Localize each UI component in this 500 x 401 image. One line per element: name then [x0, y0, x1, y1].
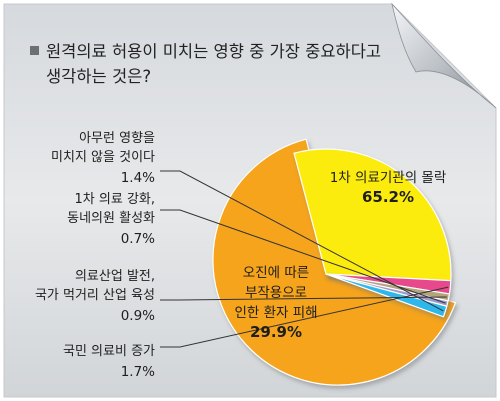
- slice-value-3: 1.7%: [121, 364, 155, 380]
- slice-label-3: 국민 의료비 증가: [63, 344, 155, 359]
- pie-slice-6: [325, 273, 448, 318]
- pie-slices: [212, 138, 457, 386]
- slice-label-5: 1차 의료 강화, 동네의원 활성화: [67, 192, 155, 226]
- slice-value-2: 29.9%: [250, 323, 302, 341]
- leader-line-6: [160, 170, 444, 312]
- slice-label-6: 아무런 영향을 미치지 않을 것이다: [51, 131, 155, 165]
- chart-title-line-2: 생각하는 것은?: [46, 67, 151, 86]
- slice-label-4: 의료산업 발전, 국가 먹거리 산업 육성: [35, 269, 155, 303]
- leader-line-3: [160, 286, 449, 348]
- chart-title-line-1: 원격의료 허용이 미치는 영향 중 가장 중요하다고: [46, 42, 381, 61]
- slice-labels: 1차 의료기관의 몰락 65.2% 오진에 따른 부작용으로 인한 환자 피해 29.9%…: [35, 131, 446, 380]
- slice-label-1: 1차 의료기관의 몰락: [330, 170, 447, 186]
- slice-value-5: 0.7%: [121, 231, 155, 247]
- slice-value-1: 65.2%: [362, 188, 414, 206]
- chart-title: 원격의료 허용이 미치는 영향 중 가장 중요하다고 생각하는 것은?: [46, 42, 386, 86]
- page-curl: [391, 2, 497, 109]
- leader-line-4: [160, 296, 447, 301]
- slice-label-2: 오진에 따른 부작용으로 인한 환자 피해: [234, 265, 317, 321]
- leader-line-5: [160, 209, 446, 304]
- pie-slice-2: [293, 148, 452, 282]
- title-bullet: [30, 46, 39, 55]
- slice-value-6: 1.4%: [121, 170, 155, 186]
- leader-lines: [160, 170, 449, 348]
- slice-value-4: 0.9%: [121, 308, 155, 324]
